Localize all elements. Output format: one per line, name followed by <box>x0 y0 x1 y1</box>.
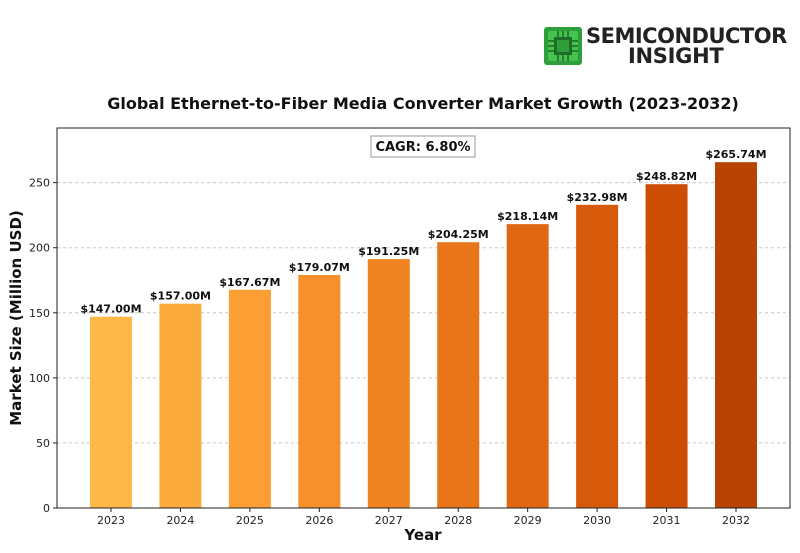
y-tick-label: 250 <box>29 177 50 190</box>
bar-2023 <box>90 316 132 508</box>
bars <box>90 162 757 509</box>
cagr-label: CAGR: 6.80% <box>375 140 470 155</box>
x-tick-label-2027: 2027 <box>375 514 403 527</box>
plot-frame <box>56 127 791 509</box>
data-label-2024: $157.00M <box>150 290 211 303</box>
x-tick-label-2030: 2030 <box>583 514 611 527</box>
y-tick-label: 50 <box>36 437 50 450</box>
x-tick-label-2029: 2029 <box>514 514 542 527</box>
logo-line-2: INSIGHT <box>628 44 724 68</box>
data-label-2028: $204.25M <box>428 228 489 241</box>
x-tick-label-2025: 2025 <box>236 514 264 527</box>
chart-title: Global Ethernet-to-Fiber Media Converter… <box>107 94 739 113</box>
bar-2031 <box>645 184 688 508</box>
x-tick-label-2032: 2032 <box>722 514 750 527</box>
bar-2030 <box>576 204 619 508</box>
data-label-2030: $232.98M <box>567 191 628 204</box>
data-labels: $147.00M $157.00M $167.67M $179.07M $191.25M… <box>80 148 766 316</box>
bar-2026 <box>298 274 341 508</box>
y-tick-label: 100 <box>29 372 50 385</box>
bar-2029 <box>506 224 549 508</box>
x-tick-label-2023: 2023 <box>97 514 125 527</box>
cagr-annotation: CAGR: 6.80% <box>370 135 476 158</box>
bar-2027 <box>367 259 410 508</box>
y-axis-ticks: 0 50 100 150 200 250 <box>29 177 57 515</box>
cagr-box <box>370 135 476 158</box>
bar-2025 <box>228 289 271 508</box>
y-tick-label: 200 <box>29 242 50 255</box>
data-label-2029: $218.14M <box>497 210 558 223</box>
data-label-2031: $248.82M <box>636 170 697 183</box>
x-axis-label: Year <box>403 526 442 544</box>
x-axis-ticks: 2023 2024 2025 2026 2027 2028 2029 2030 2031 2032 <box>97 508 750 527</box>
bar-2024 <box>159 303 202 508</box>
data-label-2023: $147.00M <box>80 303 141 316</box>
data-label-2027: $191.25M <box>358 245 419 258</box>
bar-2032 <box>715 162 757 509</box>
logo-line-1: SEMICONDUCTOR <box>586 24 787 48</box>
data-label-2026: $179.07M <box>289 261 350 274</box>
logo-wordmark: SEMICONDUCTOR INSIGHT <box>586 24 787 68</box>
x-tick-label-2024: 2024 <box>166 514 194 527</box>
y-tick-label: 150 <box>29 307 50 320</box>
chip-icon <box>544 27 582 65</box>
data-label-2032: $265.74M <box>705 148 766 161</box>
y-tick-label: 0 <box>43 502 50 515</box>
y-axis-label: Market Size (Million USD) <box>7 210 25 426</box>
x-tick-label-2028: 2028 <box>444 514 472 527</box>
x-tick-label-2031: 2031 <box>653 514 681 527</box>
bar-2028 <box>437 242 480 509</box>
x-tick-label-2026: 2026 <box>305 514 333 527</box>
data-label-2025: $167.67M <box>219 276 280 289</box>
